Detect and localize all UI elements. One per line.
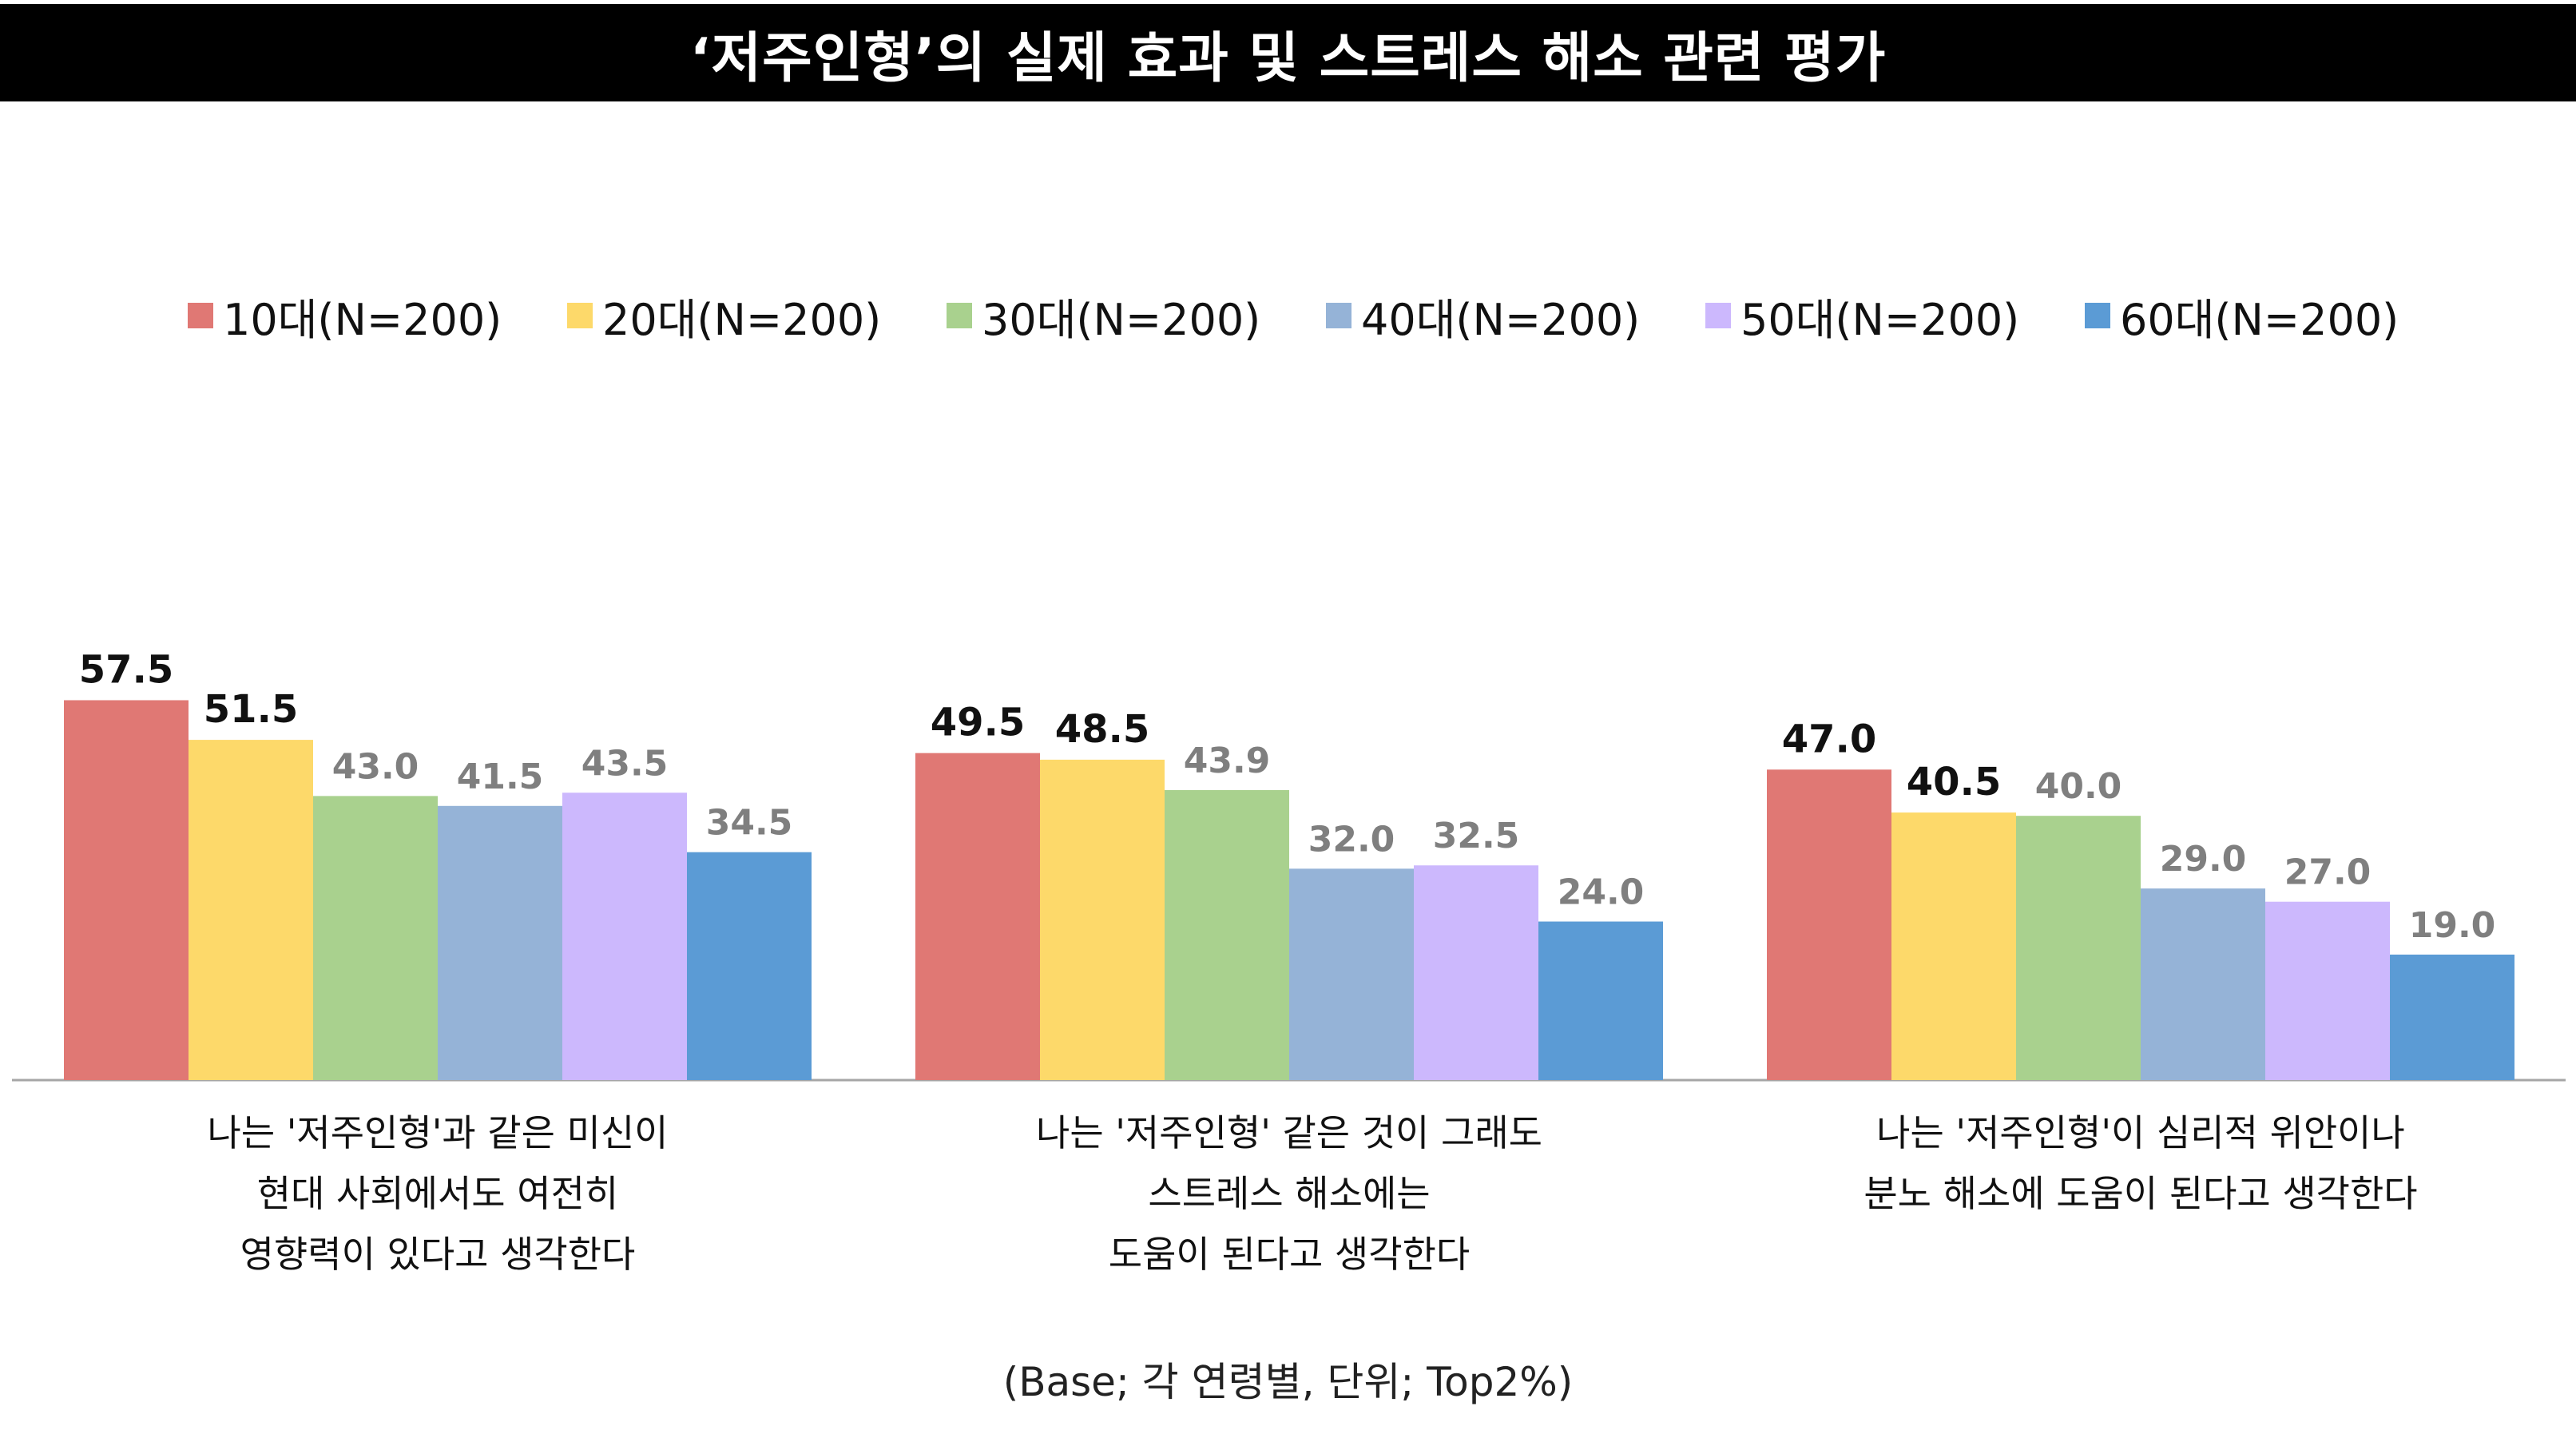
legend-label: 30대(N=200): [982, 294, 1261, 345]
data-label-series1-cat2: 49.5: [931, 701, 1025, 745]
bar-series5-cat3: [2265, 901, 2390, 1080]
data-label-series5-cat2: 32.5: [1433, 816, 1520, 856]
bar-series3-cat1: [313, 796, 438, 1080]
data-label-series3-cat2: 43.9: [1184, 741, 1271, 781]
legend-item-6: 60대(N=200): [2085, 288, 2399, 345]
category-label-line: 나는 '저주인형' 같은 것이 그래도: [1036, 1111, 1542, 1154]
bar-series6-cat3: [2390, 954, 2514, 1080]
bar-series6-cat1: [687, 852, 812, 1080]
data-label-series6-cat2: 24.0: [1558, 872, 1645, 913]
data-label-series3-cat1: 43.0: [332, 746, 419, 787]
data-label-series4-cat2: 32.0: [1308, 819, 1395, 860]
category-label-line: 스트레스 해소에는: [1148, 1172, 1431, 1215]
data-label-series5-cat3: 27.0: [2284, 852, 2372, 893]
legend-item-4: 40대(N=200): [1326, 288, 1640, 345]
legend-item-2: 20대(N=200): [567, 288, 881, 345]
bar-series1-cat3: [1767, 769, 1891, 1080]
bar-series2-cat1: [189, 740, 313, 1080]
data-label-series4-cat3: 29.0: [2160, 839, 2247, 880]
category-label-line: 도움이 된다고 생각한다: [1108, 1233, 1471, 1276]
bar-series1-cat1: [64, 700, 189, 1080]
bar-series3-cat2: [1165, 789, 1289, 1080]
legend-label: 10대(N=200): [223, 294, 502, 345]
bar-series2-cat2: [1040, 759, 1165, 1080]
legend-swatch: [1705, 303, 1731, 328]
bar-series2-cat3: [1891, 812, 2016, 1080]
bar-series5-cat1: [562, 793, 687, 1080]
legend-swatch: [188, 303, 213, 328]
bar-series4-cat1: [438, 805, 562, 1080]
legend-swatch: [2085, 303, 2110, 328]
legend-swatch: [567, 303, 593, 328]
legend-item-5: 50대(N=200): [1705, 288, 2019, 345]
legend-swatch: [1326, 303, 1352, 328]
data-label-series6-cat3: 19.0: [2409, 905, 2496, 946]
data-label-series2-cat3: 40.5: [1907, 760, 2001, 804]
bar-series4-cat2: [1289, 868, 1414, 1080]
legend-swatch: [947, 303, 972, 328]
category-label-line: 현대 사회에서도 여전히: [256, 1172, 619, 1215]
data-label-series1-cat1: 57.5: [79, 647, 173, 692]
bar-series4-cat3: [2141, 888, 2265, 1080]
legend-label: 50대(N=200): [1740, 294, 2020, 345]
data-label-series4-cat1: 41.5: [457, 757, 544, 797]
title-bar: ‘저주인형’의 실제 효과 및 스트레스 해소 관련 평가: [0, 4, 2576, 101]
bar-series1-cat2: [915, 753, 1040, 1080]
data-label-series6-cat1: 34.5: [706, 803, 793, 844]
legend-label: 40대(N=200): [1361, 294, 1641, 345]
legend: 10대(N=200) 20대(N=200) 30대(N=200) 40대(N=200)…: [0, 288, 2576, 345]
chart-title: ‘저주인형’의 실제 효과 및 스트레스 해소 관련 평가: [689, 26, 1887, 90]
legend-item-3: 30대(N=200): [947, 288, 1260, 345]
legend-label: 60대(N=200): [2120, 294, 2399, 345]
category-label-line: 나는 '저주인형'과 같은 미신이: [207, 1111, 669, 1154]
data-label-series5-cat1: 43.5: [581, 743, 669, 784]
data-label-series2-cat2: 48.5: [1055, 707, 1149, 752]
bar-series6-cat2: [1538, 921, 1663, 1080]
bar-series5-cat2: [1414, 865, 1538, 1080]
footnote: (Base; 각 연령별, 단위; Top2%): [1002, 1359, 1574, 1405]
legend-label: 20대(N=200): [602, 294, 882, 345]
category-label-line: 나는 '저주인형'이 심리적 위안이나: [1876, 1111, 2405, 1154]
category-label-line: 분노 해소에 도움이 된다고 생각한다: [1864, 1172, 2418, 1215]
legend-item-1: 10대(N=200): [188, 288, 502, 345]
category-label-line: 영향력이 있다고 생각한다: [240, 1233, 636, 1276]
data-label-series2-cat1: 51.5: [204, 687, 298, 732]
data-label-series1-cat3: 47.0: [1782, 717, 1876, 761]
data-label-series3-cat3: 40.0: [2035, 766, 2122, 807]
bar-series3-cat3: [2016, 816, 2141, 1080]
